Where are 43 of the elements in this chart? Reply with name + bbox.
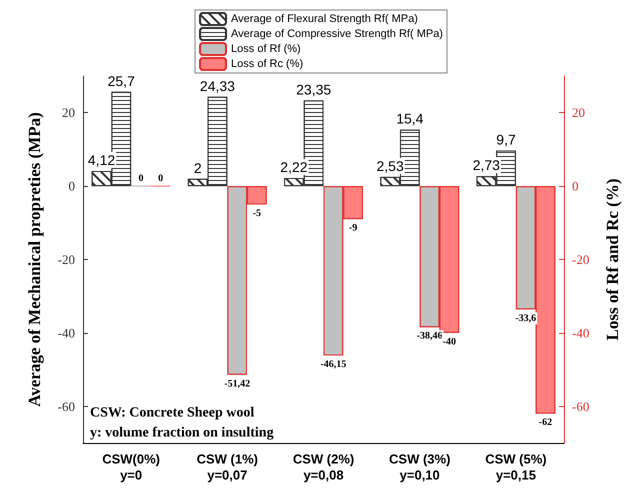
y2-tick-label: 0 (572, 178, 578, 194)
y-axis-title: Average of Mechanical propreties (MPa) (25, 112, 44, 407)
data-label: 9,7 (496, 132, 516, 148)
x-tick-label: CSW (2%) y=0,08 (292, 452, 354, 482)
x-tick-label: CSW (3%) y=0,10 (389, 452, 450, 482)
x-tick-label: CSW(0%) y=0 (102, 452, 160, 482)
data-label: 2,22 (280, 158, 308, 175)
data-label: -62 (538, 417, 552, 428)
data-label: 2,53 (376, 158, 404, 174)
legend-label: Average of Flexural Strength Rf( MPa) (231, 13, 418, 25)
data-label: -46,15 (320, 358, 346, 370)
data-label: -33,6 (515, 312, 536, 324)
y2-axis-title: Loss of Rf and Rc (%) (603, 178, 622, 340)
y-tick-label: 20 (62, 105, 75, 120)
x-tick-label: CSW (1%) y=0,07 (196, 452, 258, 482)
y2-tick-label: -60 (572, 398, 590, 414)
data-label: 0 (158, 173, 164, 184)
data-label: -51,42 (224, 378, 250, 390)
data-label: 23,35 (296, 81, 332, 98)
legend-label: Loss of Rf (%) (231, 43, 301, 55)
data-label: -5 (252, 208, 262, 219)
y-tick-label: -20 (58, 252, 75, 267)
data-label: 24,33 (200, 78, 236, 94)
annotation: CSW: Concrete Sheep wool (90, 406, 254, 420)
data-label: -38,46 (416, 330, 442, 342)
y2-tick-label: -20 (572, 252, 590, 267)
y2-tick-label: -40 (572, 325, 590, 340)
legend-label: Loss of Rc (%) (231, 58, 304, 70)
legend-label: Average of Compressive Strength Rf( MPa) (231, 28, 443, 40)
data-label: -40 (442, 336, 456, 348)
annotation: y: volume fraction on insulting (90, 426, 274, 440)
data-label: 25,7 (108, 72, 136, 89)
data-label: 2,73 (472, 157, 500, 174)
y-tick-label: -40 (58, 325, 75, 340)
data-label: -9 (348, 222, 358, 234)
data-label: 0 (138, 173, 144, 184)
data-label: 15,4 (396, 110, 424, 127)
y-tick-label: -60 (58, 398, 75, 414)
x-tick-label: CSW (5%) y=0,15 (485, 452, 547, 482)
data-label: 4,12 (88, 152, 116, 168)
y-tick-label: 0 (68, 178, 75, 194)
y2-tick-label: 20 (572, 105, 585, 120)
data-label: 2 (194, 160, 202, 176)
